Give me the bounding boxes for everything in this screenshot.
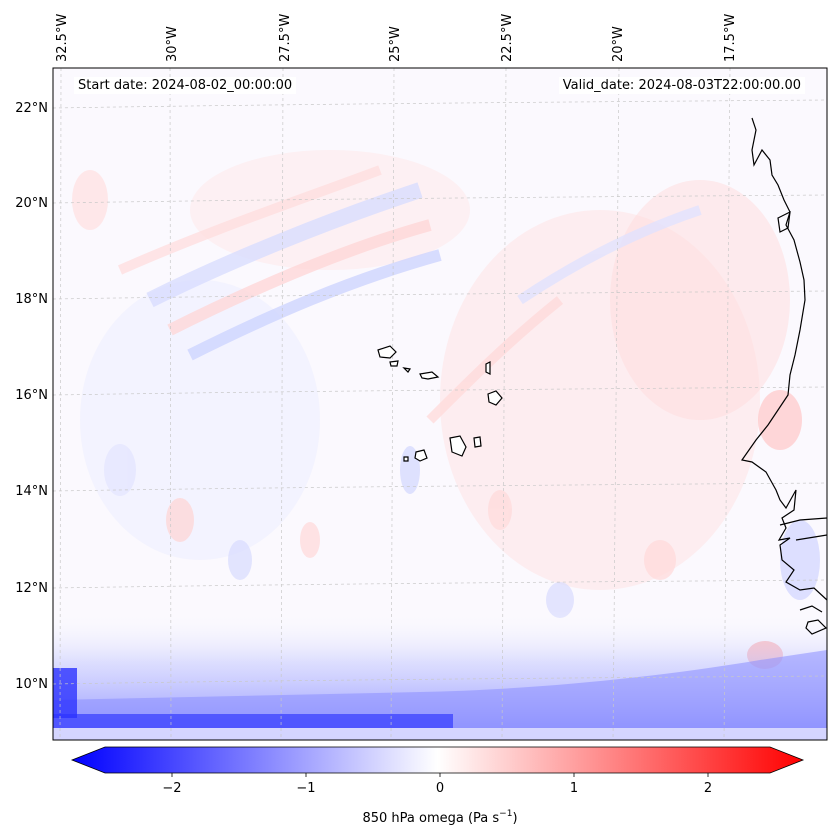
lat-tick-label: 20°N	[15, 196, 48, 211]
graticule	[53, 68, 827, 740]
lat-tick-label: 18°N	[15, 292, 48, 307]
lon-tick-label: 30°W	[165, 26, 180, 62]
omega-field	[53, 68, 827, 740]
colorbar-tick-label: 0	[436, 781, 444, 796]
lat-tick-label: 12°N	[15, 581, 48, 596]
coastline	[740, 117, 827, 635]
valid-date-label: Valid_date: 2024-08-03T22:00:00.00	[558, 77, 805, 94]
colorbar-tick-label: −2	[162, 781, 181, 796]
lon-tick-label: 17.5°W	[723, 14, 738, 62]
colorbar-tick-label: −1	[296, 781, 315, 796]
lon-tick-label: 22.5°W	[500, 14, 515, 62]
colorbar-body	[70, 746, 805, 774]
lat-tick-label: 14°N	[15, 484, 48, 499]
lat-tick-label: 10°N	[15, 677, 48, 692]
map-frame	[52, 67, 828, 741]
lon-labels: 32.5°W 30°W 27.5°W 25°W 22.5°W 20°W 17.5…	[55, 14, 738, 62]
colorbar-tick-label: 1	[570, 781, 578, 796]
lat-tick-label: 22°N	[15, 101, 48, 116]
colorbar: −2 −1 0 1 2 850 hPa omega (Pa s−1)	[70, 746, 805, 826]
lon-tick-label: 27.5°W	[278, 14, 293, 62]
lat-labels: 22°N 20°N 18°N 16°N 14°N 12°N 10°N	[15, 101, 48, 692]
start-date-label: Start date: 2024-08-02_00:00:00	[74, 77, 297, 94]
cape-verde-islands	[377, 345, 503, 462]
colorbar-label: 850 hPa omega (Pa s−1)	[362, 809, 517, 826]
lat-tick-label: 16°N	[15, 388, 48, 403]
colorbar-tick-label: 2	[704, 781, 712, 796]
lon-tick-label: 25°W	[388, 26, 403, 62]
lon-tick-label: 20°W	[611, 26, 626, 62]
lon-tick-label: 32.5°W	[55, 14, 70, 62]
